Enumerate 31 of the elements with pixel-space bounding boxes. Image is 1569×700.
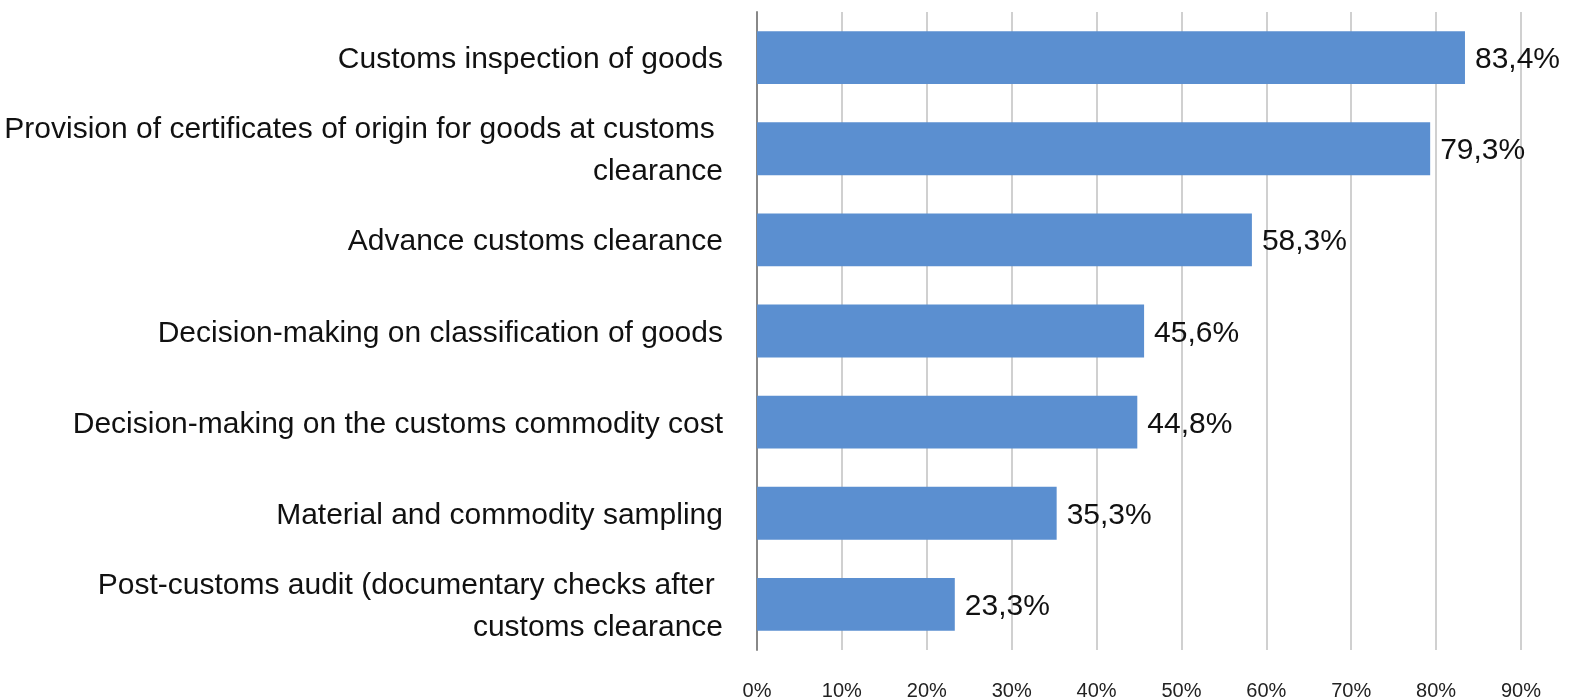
data-label: 45,6% [1154,314,1240,348]
bar [757,31,1465,84]
y-tick-label: Decision-making on the customs commodity cost [72,405,724,439]
y-tick-label: Provision of certificates of origin for goods at customs clearance [4,111,723,187]
y-tick-label: Post-customs audit (documentary checks after customs clearance [97,566,723,642]
x-tick-label: 80% [1416,679,1457,700]
bar [757,395,1138,449]
bar [757,578,955,631]
data-label: 79,3% [1440,132,1526,166]
data-label: 35,3% [1066,496,1152,530]
x-tick-label: 60% [1246,679,1287,700]
x-tick-label: 40% [1076,679,1117,700]
y-tick-label: Material and commodity sampling [276,496,723,530]
x-tick-label: 10% [821,679,863,700]
x-tick-label: 30% [991,679,1032,700]
x-tick-label: 90% [1500,679,1542,700]
data-label: 44,8% [1147,405,1233,439]
bar [757,213,1252,267]
bar [757,486,1057,540]
y-tick-label: Customs inspection of goods [337,41,723,75]
x-tick-label: 0% [742,679,772,700]
y-tick-label: Decision-making on classification of goods [157,314,723,348]
x-tick-label: 20% [906,679,948,700]
data-label: 23,3% [964,587,1050,621]
x-tick-label: 70% [1331,679,1372,700]
data-label: 83,4% [1474,41,1561,75]
data-label: 58,3% [1261,223,1347,257]
bar [757,122,1431,176]
x-tick-label: 50% [1161,679,1202,700]
y-tick-label: Advance customs clearance [347,223,723,257]
bar [757,304,1145,358]
